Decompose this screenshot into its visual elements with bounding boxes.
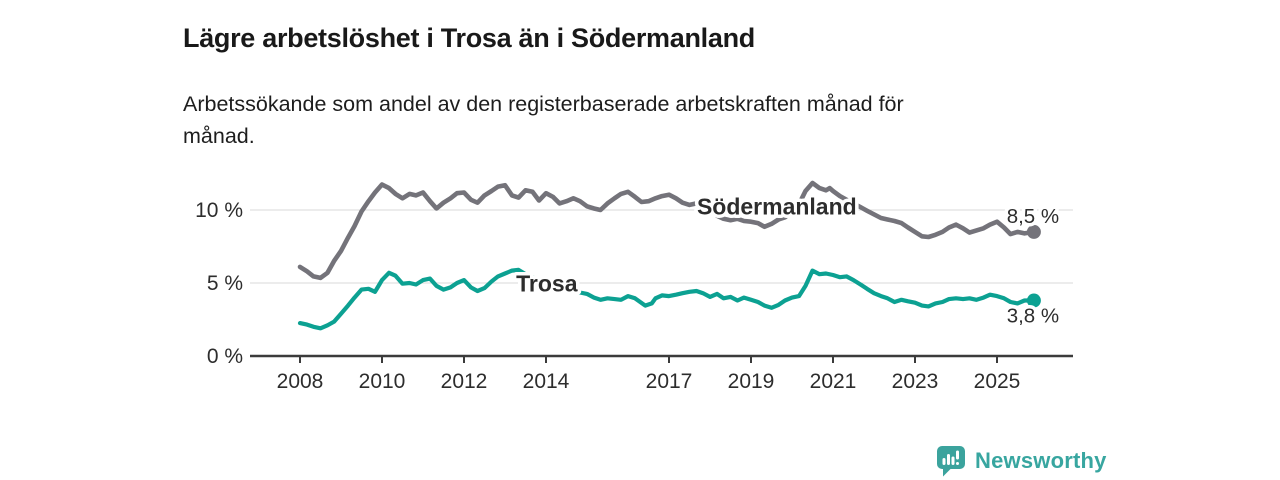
x-tick-label: 2021 xyxy=(810,370,857,393)
y-tick-label: 10 % xyxy=(195,199,243,222)
y-tick-label: 0 % xyxy=(207,345,243,368)
newsworthy-logo: Newsworthy xyxy=(936,445,1107,477)
page-title: Lägre arbetslöshet i Trosa än i Söderman… xyxy=(183,23,755,54)
series-line-södermanland xyxy=(297,180,1037,281)
x-tick-label: 2014 xyxy=(523,370,570,393)
newsworthy-wordmark: Newsworthy xyxy=(975,448,1107,473)
y-tick-label: 5 % xyxy=(207,272,243,295)
gridlines xyxy=(250,209,1073,284)
series-end-dot-södermanland xyxy=(1026,224,1041,239)
y-axis-labels: 0 % 5 % 10 % xyxy=(195,199,243,368)
end-value-label-trosa: 3,8 % xyxy=(1007,305,1059,328)
x-tick-label: 2008 xyxy=(277,370,324,393)
series-line-trosa xyxy=(297,267,1036,331)
x-axis-ticks: 2008 2010 2012 2014 2017 2019 2021 2023 2025 xyxy=(277,356,1021,393)
x-tick-label: 2010 xyxy=(359,370,406,393)
series-label-södermanland: Södermanland xyxy=(697,193,857,219)
series-end-dot-trosa xyxy=(1026,293,1041,308)
data-series xyxy=(297,180,1041,331)
end-value-label-södermanland: 8,5 % xyxy=(1007,205,1059,228)
x-tick-label: 2017 xyxy=(646,370,693,393)
x-tick-label: 2023 xyxy=(892,370,939,393)
page-subtitle: Arbetssökande som andel av den registerb… xyxy=(183,91,904,148)
series-inline-labels: Södermanland 8,5 % Trosa 3,8 % xyxy=(513,190,1063,331)
x-tick-label: 2019 xyxy=(728,370,775,393)
newsworthy-chart-bubble-icon xyxy=(937,446,965,477)
x-tick-label: 2012 xyxy=(441,370,488,393)
x-tick-label: 2025 xyxy=(974,370,1021,393)
series-label-trosa: Trosa xyxy=(516,270,578,296)
